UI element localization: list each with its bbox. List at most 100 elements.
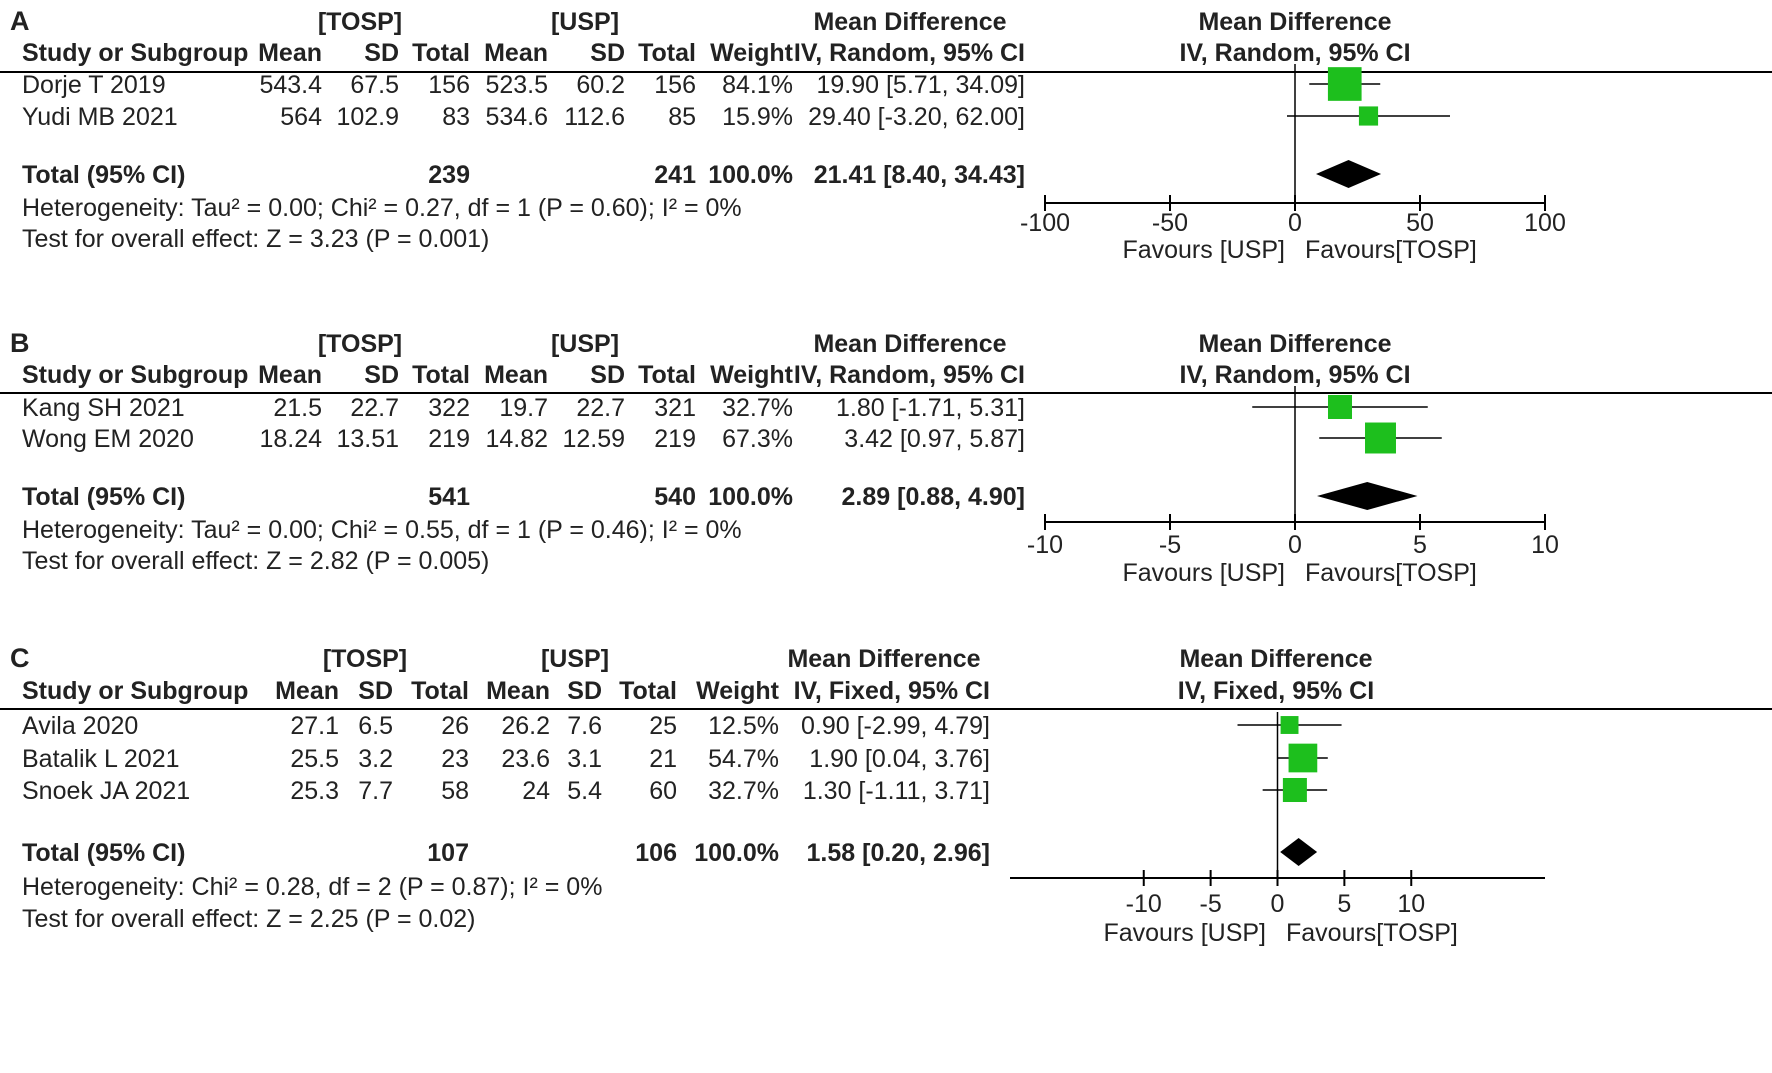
panel-b-study-m1: 21.5 xyxy=(273,394,322,422)
panel-a-study-m1: 564 xyxy=(280,103,322,131)
panel-c-weight-square xyxy=(1288,743,1318,773)
panel-b-plot-header: Mean Difference xyxy=(1198,330,1391,358)
panel-c-total-ci: 1.58 [0.20, 2.96] xyxy=(807,839,990,867)
panel-a-pooled-diamond xyxy=(1316,160,1382,188)
panel-b-tick-label: 0 xyxy=(1288,531,1302,559)
panel-b-col-header: Mean xyxy=(484,361,548,389)
panel-a-study-ci: 19.90 [5.71, 34.09] xyxy=(816,71,1025,99)
panel-c-study-name: Batalik L 2021 xyxy=(22,745,180,773)
panel-c-heterogeneity: Heterogeneity: Chi² = 0.28, df = 2 (P = … xyxy=(22,873,602,901)
panel-c-group1-header: [TOSP] xyxy=(323,645,407,673)
panel-a-weight-square xyxy=(1358,106,1379,126)
panel-c-group2-header: [USP] xyxy=(541,645,609,673)
panel-a-study-n2: 156 xyxy=(654,71,696,99)
panel-b-col-header: Total xyxy=(412,361,470,389)
panel-a-favours-left: Favours [USP] xyxy=(1122,236,1285,264)
panel-b-group2-header: [USP] xyxy=(551,330,619,358)
panel-c-total-n2: 106 xyxy=(635,839,677,867)
panel-a-tick-label: -50 xyxy=(1152,209,1188,237)
panel-b-total-ci: 2.89 [0.88, 4.90] xyxy=(842,483,1025,511)
panel-a-tick-label: 50 xyxy=(1406,209,1434,237)
panel-a-total-weight: 100.0% xyxy=(708,161,793,189)
panel-a-overall-effect: Test for overall effect: Z = 3.23 (P = 0… xyxy=(22,225,489,253)
panel-a-total-ci: 21.41 [8.40, 34.43] xyxy=(814,161,1025,189)
panel-b-group1-header: [TOSP] xyxy=(318,330,402,358)
panel-b-col-header: Weight xyxy=(710,361,794,389)
panel-b-weight-square xyxy=(1365,422,1396,454)
panel-c-study-m2: 24 xyxy=(522,777,550,805)
panel-b-favours-left: Favours [USP] xyxy=(1122,559,1285,587)
panel-a-col-header: Mean xyxy=(258,39,322,67)
panel-c-study-ci: 0.90 [-2.99, 4.79] xyxy=(801,712,990,740)
panel-a-col-header: Study or Subgroup xyxy=(22,39,248,67)
panel-b-favours-right: Favours[TOSP] xyxy=(1305,559,1477,587)
panel-a-col-header: Total xyxy=(412,39,470,67)
panel-c-tick-label: -5 xyxy=(1200,890,1222,918)
panel-c-plot-method-header: IV, Fixed, 95% CI xyxy=(1178,677,1374,705)
panel-a-total-label: Total (95% CI) xyxy=(22,161,185,189)
panel-a-tick-label: 100 xyxy=(1524,209,1566,237)
panel-b-total-n2: 540 xyxy=(654,483,696,511)
panel-a-method-header: IV, Random, 95% CI xyxy=(794,39,1025,67)
panel-b-total-label: Total (95% CI) xyxy=(22,483,185,511)
panel-c-tick-label: 5 xyxy=(1337,890,1351,918)
panel-a-study-n1: 83 xyxy=(442,103,470,131)
panel-a-study-ci: 29.40 [-3.20, 62.00] xyxy=(808,103,1025,131)
panel-c-col-header: SD xyxy=(358,677,393,705)
panel-b-col-header: SD xyxy=(590,361,625,389)
panel-b-method-header: IV, Random, 95% CI xyxy=(794,361,1025,389)
panel-a-study-n2: 85 xyxy=(668,103,696,131)
panel-c-col-header: Total xyxy=(411,677,469,705)
panel-c-col-header: Mean xyxy=(486,677,550,705)
panel-a-tick-label: -100 xyxy=(1020,209,1070,237)
panel-a-col-header: Weight xyxy=(710,39,794,67)
panel-a-weight-square xyxy=(1327,67,1362,101)
panel-b-study-sd1: 13.51 xyxy=(336,425,399,453)
panel-c-favours-right: Favours[TOSP] xyxy=(1286,919,1458,947)
panel-c-study-weight: 12.5% xyxy=(708,712,779,740)
panel-b-study-sd2: 22.7 xyxy=(576,394,625,422)
panel-a-study-weight: 84.1% xyxy=(722,71,793,99)
panel-c-study-ci: 1.90 [0.04, 3.76] xyxy=(809,745,990,773)
panel-c-study-n2: 25 xyxy=(649,712,677,740)
panel-c-tick-label: 0 xyxy=(1271,890,1285,918)
panel-c-study-m2: 23.6 xyxy=(501,745,550,773)
panel-c-col-header: Mean xyxy=(275,677,339,705)
panel-a-group2-header: [USP] xyxy=(551,8,619,36)
panel-c-study-weight: 32.7% xyxy=(708,777,779,805)
panel-a-favours-right: Favours[TOSP] xyxy=(1305,236,1477,264)
panel-c-plot-header: Mean Difference xyxy=(1179,645,1372,673)
panel-a-tick-label: 0 xyxy=(1288,209,1302,237)
panel-c-study-m1: 25.3 xyxy=(290,777,339,805)
panel-a-study-sd1: 102.9 xyxy=(336,103,399,131)
panel-b-label: B xyxy=(10,328,30,358)
panel-c-study-n1: 58 xyxy=(441,777,469,805)
panel-b-weight-square xyxy=(1327,394,1353,420)
panel-c-study-sd1: 6.5 xyxy=(358,712,393,740)
panel-a-total-n1: 239 xyxy=(428,161,470,189)
panel-c-study-sd2: 5.4 xyxy=(567,777,602,805)
panel-a-study-m1: 543.4 xyxy=(259,71,322,99)
panel-b-study-ci: 1.80 [-1.71, 5.31] xyxy=(836,394,1025,422)
panel-b-col-header: SD xyxy=(364,361,399,389)
panel-c-study-sd2: 3.1 xyxy=(567,745,602,773)
panel-c-pooled-diamond xyxy=(1280,838,1318,866)
panel-a-col-header: SD xyxy=(590,39,625,67)
panel-b-heterogeneity: Heterogeneity: Tau² = 0.00; Chi² = 0.55,… xyxy=(22,516,742,544)
panel-a-study-sd1: 67.5 xyxy=(350,71,399,99)
panel-b-study-name: Kang SH 2021 xyxy=(22,394,185,422)
panel-b-col-header: Total xyxy=(638,361,696,389)
panel-a-total-n2: 241 xyxy=(654,161,696,189)
panel-b-study-sd1: 22.7 xyxy=(350,394,399,422)
panel-c-study-n2: 21 xyxy=(649,745,677,773)
panel-c-study-name: Avila 2020 xyxy=(22,712,138,740)
panel-a-col-header: Total xyxy=(638,39,696,67)
panel-b-study-sd2: 12.59 xyxy=(562,425,625,453)
panel-c-study-n1: 26 xyxy=(441,712,469,740)
panel-c-favours-left: Favours [USP] xyxy=(1103,919,1266,947)
panel-a-col-header: SD xyxy=(364,39,399,67)
panel-b-study-weight: 67.3% xyxy=(722,425,793,453)
panel-b-study-n1: 219 xyxy=(428,425,470,453)
panel-a-plot-header: Mean Difference xyxy=(1198,8,1391,36)
panel-c-total-label: Total (95% CI) xyxy=(22,839,185,867)
